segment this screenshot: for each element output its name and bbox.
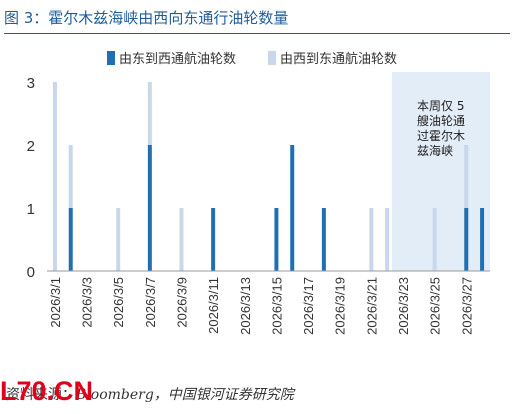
y-tick-label: 2 bbox=[27, 138, 35, 155]
bar-west-to-east bbox=[179, 208, 184, 271]
bar-east-to-west bbox=[211, 208, 216, 271]
x-tick-label: 2026/3/17 bbox=[301, 277, 316, 335]
bar-east-to-west bbox=[290, 145, 295, 271]
bar-west-to-east bbox=[116, 208, 121, 271]
annotation-line: 兹海峡 bbox=[417, 143, 453, 158]
bar-east-to-west bbox=[480, 208, 485, 271]
bar-east-to-west bbox=[464, 208, 469, 271]
bar-west-to-east bbox=[432, 208, 437, 271]
bar-west-to-east bbox=[385, 208, 390, 271]
bar-east-to-west bbox=[274, 208, 279, 271]
legend-label: 由西到东通航油轮数 bbox=[280, 51, 397, 67]
tanker-chart: 0 1 2 3 2026/3/1 2026/3/3 2026/3/5 2026/3/7 202… bbox=[27, 51, 490, 335]
bar-west-to-east bbox=[68, 145, 73, 208]
x-tick-label: 2026/3/1 bbox=[48, 277, 63, 328]
x-tick-label: 2026/3/19 bbox=[333, 277, 348, 335]
legend-label: 由东到西通航油轮数 bbox=[119, 51, 236, 67]
legend-swatch bbox=[107, 51, 115, 65]
x-tick-label: 2026/3/13 bbox=[238, 277, 253, 335]
highlight-region bbox=[391, 72, 490, 271]
annotation-line: 艘油轮通 bbox=[417, 113, 465, 128]
x-tick-label: 2026/3/27 bbox=[459, 277, 474, 335]
x-tick-label: 2026/3/21 bbox=[364, 277, 379, 335]
bar-east-to-west bbox=[321, 208, 326, 271]
bar-east-to-west bbox=[68, 208, 73, 271]
source-text: Bloomberg，中国银河证券研究院 bbox=[76, 387, 294, 403]
figure-title: 图 3：霍尔木兹海峡由西向东通行油轮数量 bbox=[4, 9, 289, 27]
y-tick-label: 0 bbox=[27, 264, 35, 281]
x-tick-label: 2026/3/23 bbox=[396, 277, 411, 335]
annotation-line: 本周仅 5 bbox=[417, 99, 464, 113]
bar-west-to-east bbox=[147, 82, 152, 145]
bar-east-to-west bbox=[147, 145, 152, 271]
annotation-line: 过霍尔木 bbox=[417, 128, 465, 143]
x-tick-label: 2026/3/15 bbox=[269, 277, 284, 335]
x-tick-label: 2026/3/11 bbox=[206, 277, 221, 334]
x-tick-label: 2026/3/5 bbox=[111, 277, 126, 328]
x-tick-label: 2026/3/25 bbox=[428, 277, 443, 335]
title-divider bbox=[4, 33, 510, 34]
bar-west-to-east bbox=[369, 208, 374, 271]
source-prefix: 资料来源： bbox=[6, 387, 76, 403]
source-note: 资料来源：Bloomberg，中国银河证券研究院 bbox=[6, 384, 294, 404]
x-tick-label: 2026/3/9 bbox=[174, 277, 189, 328]
legend-swatch bbox=[268, 51, 276, 65]
watermark-logo: L70.CN bbox=[0, 376, 94, 406]
y-tick-label: 3 bbox=[27, 75, 35, 92]
x-tick-label: 2026/3/7 bbox=[143, 277, 158, 328]
x-tick-label: 2026/3/3 bbox=[80, 277, 95, 328]
bar-west-to-east bbox=[464, 145, 469, 208]
y-tick-label: 1 bbox=[27, 201, 35, 218]
bar-west-to-east bbox=[52, 82, 57, 271]
